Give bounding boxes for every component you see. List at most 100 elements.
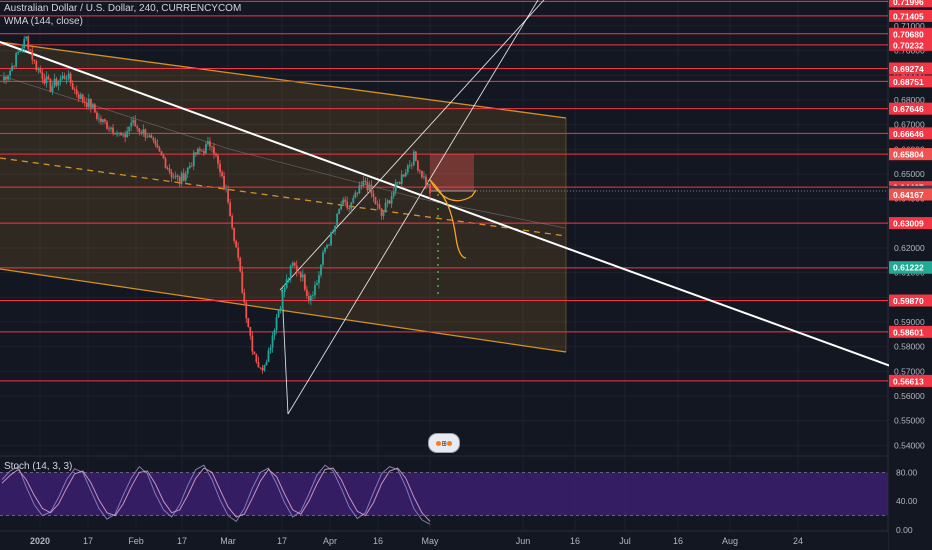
candle-body[interactable] <box>261 368 264 371</box>
wma-line[interactable] <box>0 74 567 229</box>
candle-body[interactable] <box>85 102 88 108</box>
symbol-legend[interactable]: Australian Dollar / U.S. Dollar, 240, CU… <box>4 3 242 14</box>
candle-body[interactable] <box>122 134 125 136</box>
candle-body[interactable] <box>178 176 181 184</box>
candle-body[interactable] <box>301 274 304 278</box>
candle-body[interactable] <box>13 65 16 67</box>
candle-body[interactable] <box>164 158 167 169</box>
candle-body[interactable] <box>39 68 42 73</box>
candle-body[interactable] <box>283 287 286 293</box>
candle-body[interactable] <box>168 168 171 172</box>
candle-body[interactable] <box>138 128 141 133</box>
candle-body[interactable] <box>251 335 254 352</box>
wedge-upper[interactable] <box>279 0 545 291</box>
candle-body[interactable] <box>241 271 244 293</box>
candle-body[interactable] <box>380 208 383 216</box>
candle-body[interactable] <box>372 193 375 197</box>
candle-body[interactable] <box>416 160 419 171</box>
candle-body[interactable] <box>289 266 292 279</box>
candle-body[interactable] <box>182 173 185 181</box>
candle-body[interactable] <box>51 86 54 92</box>
candle-body[interactable] <box>23 38 26 49</box>
events-icon[interactable]: ⊞ <box>428 433 460 453</box>
candle-body[interactable] <box>184 173 187 181</box>
stoch-legend[interactable]: Stoch (14, 3, 3) <box>4 461 73 472</box>
candle-body[interactable] <box>209 141 211 147</box>
candle-body[interactable] <box>374 196 377 205</box>
candle-body[interactable] <box>172 176 175 178</box>
candle-body[interactable] <box>186 168 189 174</box>
candle-body[interactable] <box>162 155 165 159</box>
channel-upper[interactable] <box>0 41 567 119</box>
candle-body[interactable] <box>98 118 100 120</box>
candle-body[interactable] <box>47 76 50 80</box>
candle-body[interactable] <box>384 203 387 213</box>
candle-body[interactable] <box>249 326 252 336</box>
candle-body[interactable] <box>332 231 334 233</box>
candle-body[interactable] <box>166 168 169 169</box>
candle-body[interactable] <box>295 265 298 272</box>
candle-body[interactable] <box>227 188 230 203</box>
candle-body[interactable] <box>134 120 137 127</box>
candle-body[interactable] <box>350 202 353 209</box>
candle-body[interactable] <box>120 132 123 136</box>
candle-body[interactable] <box>146 137 149 138</box>
candle-body[interactable] <box>366 182 369 191</box>
candle-body[interactable] <box>77 94 80 99</box>
candle-body[interactable] <box>156 144 159 148</box>
candle-body[interactable] <box>196 148 199 155</box>
candle-body[interactable] <box>126 131 129 138</box>
candle-body[interactable] <box>142 129 145 134</box>
candle-body[interactable] <box>255 354 258 362</box>
time-axis[interactable] <box>0 532 888 550</box>
candle-body[interactable] <box>253 351 256 355</box>
stoch-series-line[interactable] <box>1 467 431 522</box>
candle-body[interactable] <box>174 175 177 177</box>
candle-body[interactable] <box>330 232 332 245</box>
candle-body[interactable] <box>368 184 371 191</box>
candle-body[interactable] <box>429 184 431 194</box>
candle-body[interactable] <box>376 204 379 205</box>
candle-body[interactable] <box>194 152 197 155</box>
candle-body[interactable] <box>362 180 365 187</box>
candle-body[interactable] <box>328 244 330 246</box>
candle-body[interactable] <box>158 147 161 152</box>
candle-body[interactable] <box>299 272 302 278</box>
candle-body[interactable] <box>360 185 363 187</box>
wedge-lower[interactable] <box>287 0 539 415</box>
candle-body[interactable] <box>340 204 343 209</box>
candle-body[interactable] <box>160 151 163 156</box>
candle-body[interactable] <box>69 73 72 84</box>
candle-body[interactable] <box>198 148 201 151</box>
candle-body[interactable] <box>235 240 238 248</box>
candle-body[interactable] <box>398 182 401 184</box>
candle-body[interactable] <box>352 197 355 203</box>
candle-body[interactable] <box>293 262 296 266</box>
candle-body[interactable] <box>265 362 268 366</box>
candle-body[interactable] <box>309 295 312 301</box>
candle-body[interactable] <box>324 247 326 253</box>
candle-body[interactable] <box>259 367 262 369</box>
candle-body[interactable] <box>148 135 151 138</box>
candle-body[interactable] <box>95 112 98 119</box>
candle-body[interactable] <box>334 225 337 232</box>
candle-body[interactable] <box>154 140 157 145</box>
candle-body[interactable] <box>140 132 143 134</box>
candle-body[interactable] <box>11 65 13 71</box>
candle-body[interactable] <box>37 68 40 70</box>
stop-area[interactable] <box>430 154 474 191</box>
candle-body[interactable] <box>17 52 20 54</box>
candle-body[interactable] <box>237 247 240 258</box>
candle-body[interactable] <box>269 347 272 351</box>
candle-body[interactable] <box>239 257 242 272</box>
candle-body[interactable] <box>93 104 96 113</box>
candle-body[interactable] <box>243 292 246 303</box>
candle-body[interactable] <box>100 118 102 122</box>
candle-body[interactable] <box>67 73 70 79</box>
projection-arrow-down[interactable] <box>429 179 467 259</box>
candle-body[interactable] <box>57 81 60 86</box>
candle-body[interactable] <box>215 153 217 156</box>
candle-body[interactable] <box>75 89 78 95</box>
candle-body[interactable] <box>31 50 34 60</box>
